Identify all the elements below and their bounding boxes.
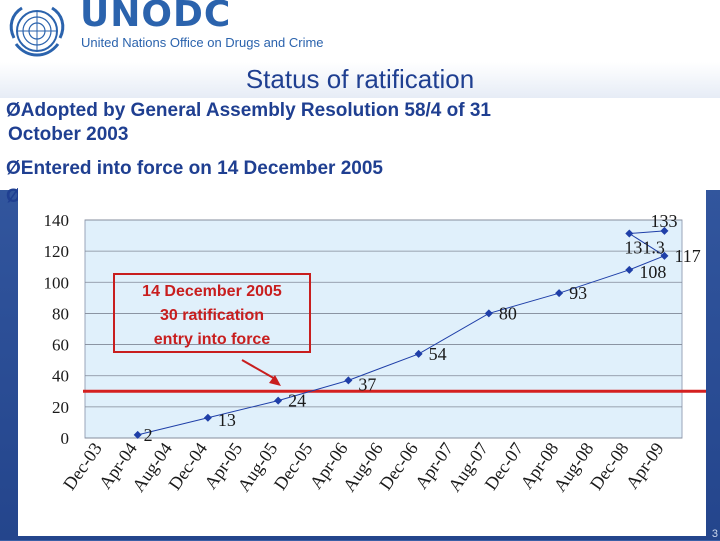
data-label: 2 xyxy=(144,425,153,445)
header-banner: UNODC United Nations Office on Drugs and… xyxy=(0,0,720,62)
data-point-marker xyxy=(625,229,634,238)
bullet-text: Entered into force on 14 December 2005 xyxy=(20,158,383,179)
data-point-marker xyxy=(203,413,212,422)
data-label: 13 xyxy=(218,410,236,430)
data-label: 117 xyxy=(674,246,700,266)
y-tick-label: 140 xyxy=(44,211,70,230)
title-bar xyxy=(0,62,720,98)
data-label: 24 xyxy=(288,391,306,411)
unodc-logo-subtitle: United Nations Office on Drugs and Crime xyxy=(81,35,324,50)
annotation-text: 30 ratification xyxy=(160,307,264,324)
data-label: 133 xyxy=(650,211,677,231)
data-label: 37 xyxy=(358,374,376,394)
annotation-text: 14 December 2005 xyxy=(142,283,282,300)
data-label: 54 xyxy=(429,344,447,364)
data-point-marker xyxy=(660,251,669,260)
slide-title: Status of ratification xyxy=(245,64,475,94)
y-tick-label: 20 xyxy=(52,398,69,417)
data-point-marker xyxy=(133,430,142,439)
data-label: 80 xyxy=(499,303,517,323)
y-tick-label: 80 xyxy=(52,304,69,323)
data-point-marker xyxy=(484,309,493,318)
bullet-item: ØAdopted by General Assembly Resolution … xyxy=(6,100,491,122)
bullet-list: ØAdopted by General Assembly Resolution … xyxy=(0,98,720,207)
bullet-arrow-icon: Ø xyxy=(6,186,21,207)
data-point-marker xyxy=(625,265,634,274)
annotation-text: entry into force xyxy=(154,331,271,348)
bullet-text: Adopted by General Assembly Resolution 5… xyxy=(20,100,491,121)
data-label: 93 xyxy=(569,283,587,303)
ratification-chart: 0 20 40 60 80 100 120 140 Dec-03 Apr-04 Aug-04 Dec-… xyxy=(18,188,706,536)
annotation-arrowhead xyxy=(269,375,281,386)
data-point-marker xyxy=(414,349,423,358)
data-label: 108 xyxy=(639,262,666,282)
bullet-arrow-icon: Ø xyxy=(6,158,21,179)
bullet-item: Ø xyxy=(6,186,21,208)
data-point-marker xyxy=(344,376,353,385)
page-number: 3 xyxy=(711,528,718,540)
plot-area xyxy=(84,219,683,439)
annotation-box xyxy=(113,273,311,353)
data-point-marker xyxy=(555,289,564,298)
bullet-arrow-icon: Ø xyxy=(6,100,21,121)
chart-svg: 020406080100120140Dec-03Apr-04Aug-04Dec-… xyxy=(44,211,706,495)
un-emblem-icon xyxy=(9,6,65,57)
y-tick-label: 40 xyxy=(52,367,69,386)
x-tick-label: Apr-09 xyxy=(622,439,668,493)
bullet-item: ØEntered into force on 14 December 2005 xyxy=(6,158,383,180)
y-tick-label: 100 xyxy=(44,273,70,292)
data-label: 131.3 xyxy=(624,238,665,258)
y-tick-label: 60 xyxy=(52,336,69,355)
unodc-logo-text: UNODC xyxy=(80,0,232,35)
annotation-arrow xyxy=(241,359,278,381)
bullet-text-continued: October 2003 xyxy=(8,124,129,145)
data-point-marker xyxy=(660,226,669,235)
data-point-marker xyxy=(274,396,283,405)
y-tick-label: 0 xyxy=(61,429,70,448)
y-tick-label: 120 xyxy=(44,242,70,261)
